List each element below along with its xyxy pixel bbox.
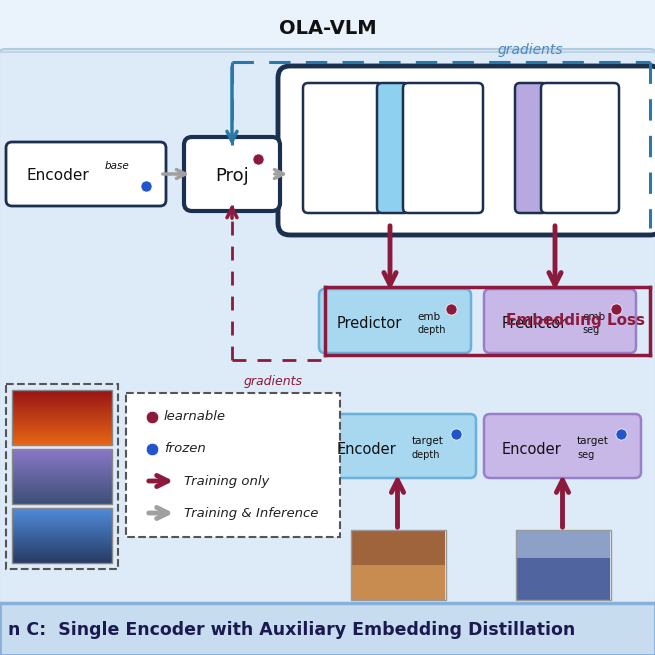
FancyBboxPatch shape xyxy=(184,137,280,211)
Text: target: target xyxy=(577,436,609,446)
Text: OLA-VLM: OLA-VLM xyxy=(278,18,377,37)
Text: gradients: gradients xyxy=(244,375,303,388)
Text: target: target xyxy=(412,436,444,446)
Bar xyxy=(350,530,445,600)
FancyBboxPatch shape xyxy=(0,49,655,606)
Text: Embedding Loss: Embedding Loss xyxy=(506,314,645,329)
Text: Encoder: Encoder xyxy=(337,441,397,457)
Bar xyxy=(515,530,610,600)
FancyBboxPatch shape xyxy=(319,414,476,478)
Text: Predictor: Predictor xyxy=(337,316,402,331)
Text: emb: emb xyxy=(582,312,605,322)
Text: emb: emb xyxy=(417,312,440,322)
FancyBboxPatch shape xyxy=(484,414,641,478)
Text: Training & Inference: Training & Inference xyxy=(184,506,318,519)
Text: Predictor: Predictor xyxy=(502,316,567,331)
Text: Encoder: Encoder xyxy=(502,441,562,457)
FancyBboxPatch shape xyxy=(126,393,340,537)
Text: depth: depth xyxy=(417,325,445,335)
FancyBboxPatch shape xyxy=(6,142,166,206)
Bar xyxy=(12,508,112,563)
Text: learnable: learnable xyxy=(164,411,226,424)
Bar xyxy=(0,603,655,655)
Text: n C:  Single Encoder with Auxiliary Embedding Distillation: n C: Single Encoder with Auxiliary Embed… xyxy=(8,621,575,639)
Text: frozen: frozen xyxy=(164,443,206,455)
FancyBboxPatch shape xyxy=(278,66,655,235)
Text: seg: seg xyxy=(582,325,599,335)
Text: depth: depth xyxy=(412,450,441,460)
Bar xyxy=(0,0,655,52)
Text: Training only: Training only xyxy=(184,474,269,487)
Text: Proj: Proj xyxy=(215,167,249,185)
Text: gradients: gradients xyxy=(497,43,563,57)
Text: Encoder: Encoder xyxy=(27,168,90,183)
Bar xyxy=(12,390,112,445)
Text: seg: seg xyxy=(577,450,594,460)
Bar xyxy=(12,449,112,504)
FancyBboxPatch shape xyxy=(541,83,619,213)
FancyBboxPatch shape xyxy=(515,83,547,213)
FancyBboxPatch shape xyxy=(303,83,383,213)
Text: base: base xyxy=(105,161,130,171)
FancyBboxPatch shape xyxy=(484,289,636,353)
FancyBboxPatch shape xyxy=(377,83,409,213)
FancyBboxPatch shape xyxy=(403,83,483,213)
FancyBboxPatch shape xyxy=(319,289,471,353)
